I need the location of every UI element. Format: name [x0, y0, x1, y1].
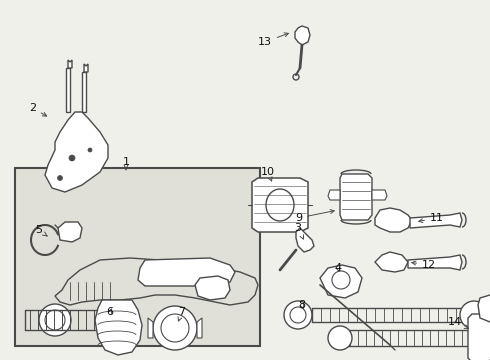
Text: 13: 13 — [258, 33, 289, 47]
Circle shape — [290, 307, 306, 323]
Circle shape — [69, 155, 75, 161]
Circle shape — [284, 301, 312, 329]
Circle shape — [39, 304, 71, 336]
Circle shape — [153, 306, 197, 350]
Polygon shape — [148, 318, 153, 338]
Polygon shape — [138, 258, 235, 286]
Circle shape — [96, 308, 120, 332]
Circle shape — [460, 301, 488, 329]
Polygon shape — [82, 72, 86, 112]
Polygon shape — [295, 26, 310, 45]
Circle shape — [328, 326, 352, 350]
Polygon shape — [328, 190, 340, 200]
Circle shape — [45, 310, 65, 330]
Polygon shape — [252, 178, 308, 232]
Polygon shape — [478, 295, 490, 322]
Polygon shape — [340, 174, 372, 220]
Polygon shape — [95, 300, 142, 355]
Text: 11: 11 — [419, 213, 444, 223]
Polygon shape — [58, 222, 82, 242]
Text: 7: 7 — [178, 307, 186, 321]
Polygon shape — [195, 276, 230, 300]
Polygon shape — [296, 228, 314, 252]
Text: 5: 5 — [35, 225, 47, 236]
Text: 8: 8 — [298, 300, 306, 310]
Polygon shape — [375, 252, 408, 272]
Text: 6: 6 — [106, 307, 114, 317]
Circle shape — [57, 175, 63, 180]
Polygon shape — [372, 190, 387, 200]
Polygon shape — [66, 68, 70, 112]
Polygon shape — [197, 318, 202, 338]
Polygon shape — [410, 213, 462, 228]
Polygon shape — [408, 255, 462, 270]
Bar — [15, 168, 260, 346]
Polygon shape — [84, 64, 88, 72]
Polygon shape — [55, 258, 258, 305]
Polygon shape — [375, 208, 412, 232]
Text: 9: 9 — [295, 210, 334, 223]
Polygon shape — [68, 60, 72, 68]
Text: 4: 4 — [335, 263, 342, 273]
Polygon shape — [468, 314, 490, 360]
Polygon shape — [320, 265, 362, 298]
Text: 14: 14 — [448, 317, 468, 328]
Circle shape — [88, 148, 92, 152]
Text: 3: 3 — [294, 223, 303, 239]
Text: 12: 12 — [412, 260, 436, 270]
Text: 1: 1 — [122, 157, 129, 170]
Text: 10: 10 — [261, 167, 275, 181]
Text: 2: 2 — [29, 103, 47, 116]
Circle shape — [161, 314, 189, 342]
Polygon shape — [45, 112, 108, 192]
